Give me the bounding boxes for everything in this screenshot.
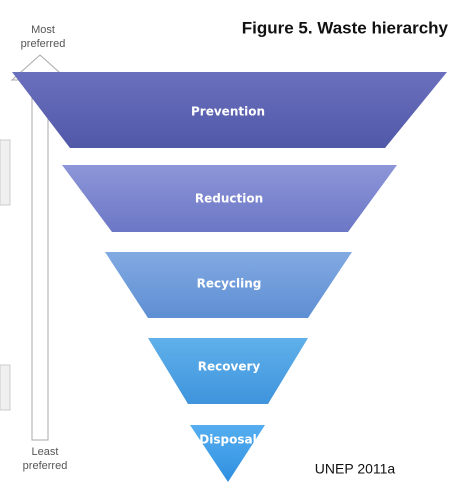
bottom-label: Least [32,446,59,458]
level-label: Recovery [198,360,261,374]
level-prevention [12,72,447,148]
top-label: preferred [21,38,66,50]
source: UNEP 2011a [315,461,396,477]
level-reduction [62,165,397,232]
level-disposal [190,425,265,482]
level-recycling [105,252,352,318]
side-box [0,139,11,206]
level-label: Reduction [195,192,263,206]
top-label: Most [31,24,55,36]
level-label: Disposal [199,433,256,447]
side-box [0,364,11,411]
level-label: Prevention [191,105,265,119]
title: Figure 5. Waste hierarchy [242,18,449,37]
level-recovery [148,338,308,404]
bottom-label: preferred [23,460,68,472]
level-label: Recycling [197,277,262,291]
